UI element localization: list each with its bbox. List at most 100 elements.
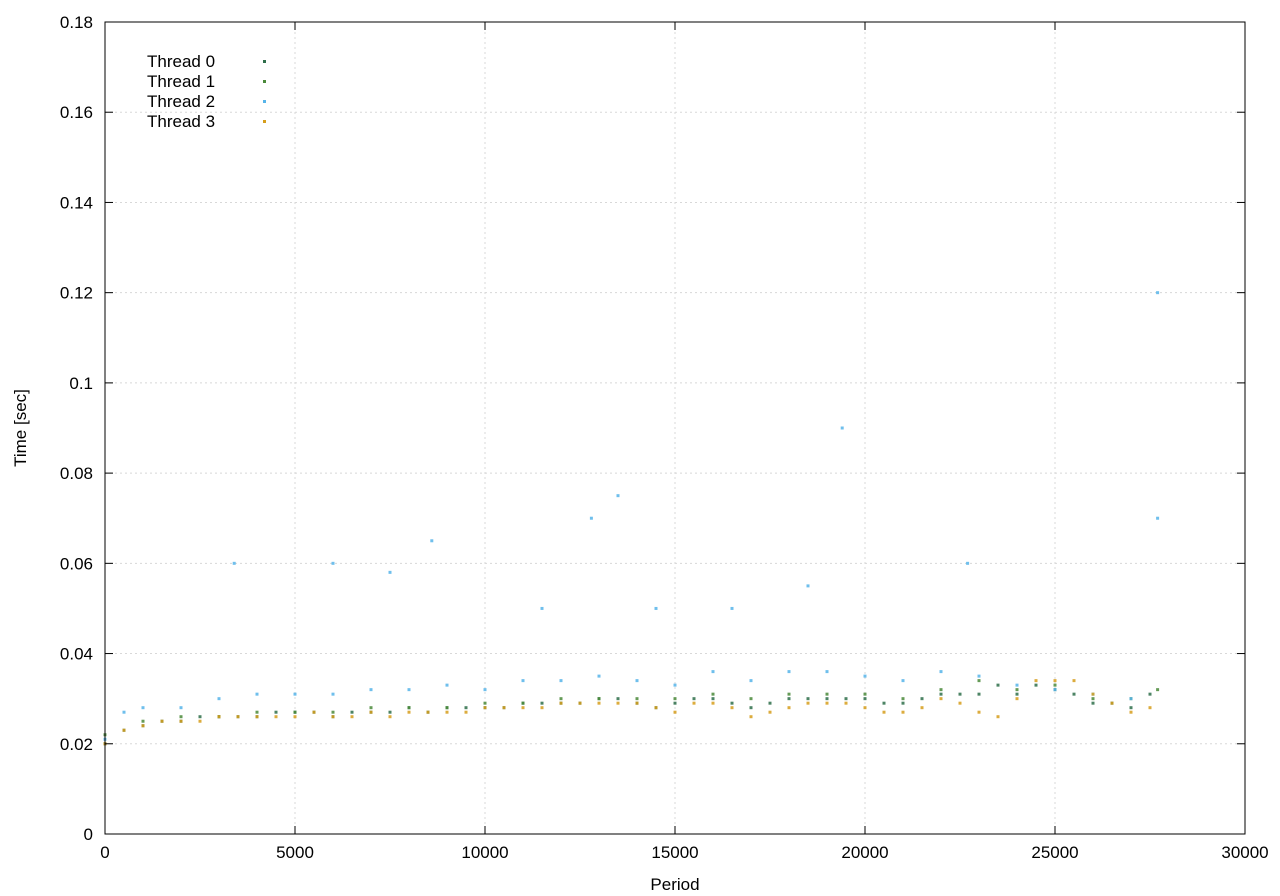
data-point [958,701,962,705]
y-tick-label: 0.06 [60,554,93,573]
legend-label: Thread 1 [147,72,215,91]
data-point [445,683,449,687]
data-point [559,701,563,705]
data-point [901,701,905,705]
data-point [863,706,867,710]
data-point [464,706,468,710]
data-point [749,706,753,710]
data-point [350,715,354,719]
series-thread-2 [103,291,1160,741]
data-point [1015,688,1019,692]
data-point [654,706,658,710]
data-point [635,701,639,705]
data-point [977,679,981,683]
legend-label: Thread 0 [147,52,215,71]
data-point [141,719,145,723]
data-point [787,670,791,674]
data-point [966,561,970,565]
data-point [1053,679,1057,683]
data-point [597,697,601,701]
data-point [1091,692,1095,696]
data-point [1072,679,1076,683]
data-point [1034,683,1038,687]
data-point [806,701,810,705]
data-point [844,697,848,701]
data-point [407,710,411,714]
data-point [217,697,221,701]
data-point [1053,688,1057,692]
y-tick-label: 0.04 [60,645,93,664]
data-point [711,701,715,705]
data-point [768,701,772,705]
data-point [1091,701,1095,705]
data-point [122,710,126,714]
data-point [1156,291,1160,295]
data-point [901,710,905,714]
data-point [616,494,620,498]
y-tick-label: 0.1 [69,374,93,393]
x-axis-title: Period [650,875,699,894]
data-point [331,715,335,719]
data-point [825,670,829,674]
data-point [540,606,544,610]
data-point [255,710,259,714]
data-point [1015,692,1019,696]
data-point [141,724,145,728]
data-point [977,710,981,714]
data-point [673,697,677,701]
data-point [825,701,829,705]
data-point [597,701,601,705]
data-point [977,692,981,696]
legend-marker [263,120,266,123]
data-point [654,606,658,610]
data-point [692,697,696,701]
data-point [1129,710,1133,714]
data-point [825,697,829,701]
data-point [331,710,335,714]
data-point [1053,683,1057,687]
data-point [673,710,677,714]
data-point [749,697,753,701]
data-point [1148,706,1152,710]
data-point [1072,692,1076,696]
data-point [331,692,335,696]
data-point [559,697,563,701]
data-point [559,679,563,683]
data-point [806,697,810,701]
data-point [141,706,145,710]
data-point [540,701,544,705]
data-point [787,706,791,710]
data-point [901,697,905,701]
data-point [407,706,411,710]
data-point [1129,706,1133,710]
data-point [939,692,943,696]
data-point [730,706,734,710]
data-point [597,674,601,678]
data-point [673,701,677,705]
y-tick-label: 0.16 [60,103,93,122]
legend-label: Thread 3 [147,112,215,131]
y-tick-label: 0.12 [60,284,93,303]
data-point [1156,516,1160,520]
x-tick-label: 5000 [276,843,314,862]
data-point [198,715,202,719]
grid [105,22,1245,834]
legend-marker [263,100,266,103]
data-point [369,706,373,710]
data-point [730,701,734,705]
data-point [977,674,981,678]
data-point [1034,679,1038,683]
data-point [840,426,844,430]
y-tick-label: 0.14 [60,193,93,212]
data-point [255,692,259,696]
y-tick-label: 0.08 [60,464,93,483]
data-point [1129,697,1133,701]
data-point [236,715,240,719]
data-point [692,701,696,705]
data-point [407,688,411,692]
data-point [673,683,677,687]
series-thread-3 [103,679,1152,746]
